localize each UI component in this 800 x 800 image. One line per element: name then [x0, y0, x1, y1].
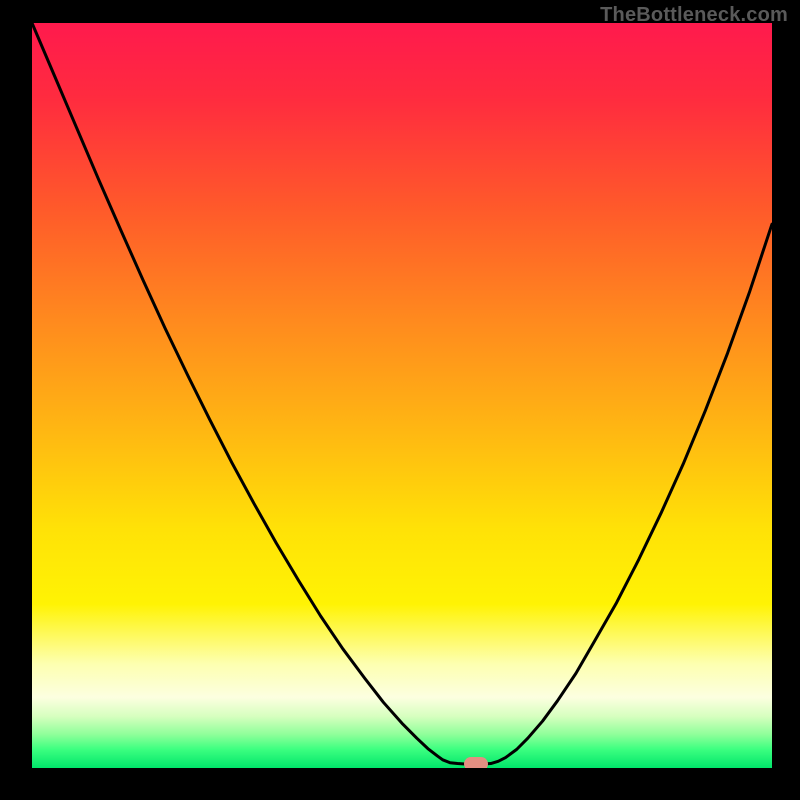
bottleneck-curve [32, 23, 772, 768]
chart-plot-area [32, 23, 772, 768]
valley-marker [464, 757, 488, 768]
curve-path [32, 23, 772, 764]
watermark-text: TheBottleneck.com [600, 4, 788, 27]
